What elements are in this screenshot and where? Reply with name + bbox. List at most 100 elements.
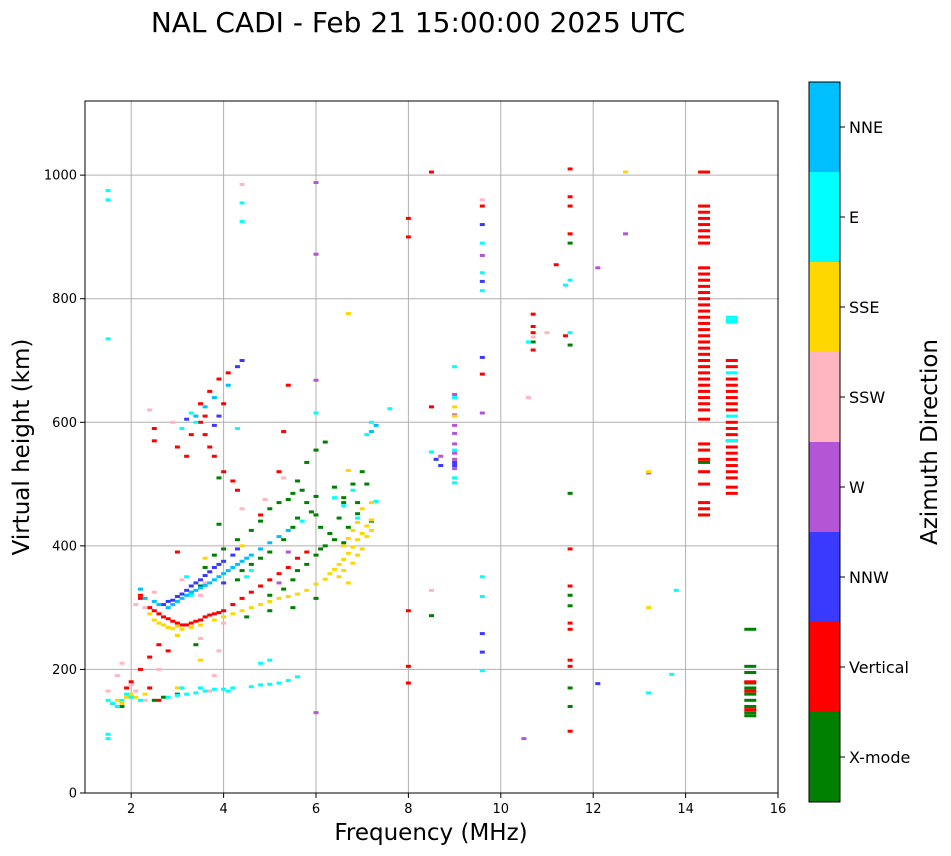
data-point	[359, 532, 365, 535]
data-point	[725, 457, 738, 461]
data-point	[239, 544, 245, 548]
data-point	[350, 545, 356, 549]
data-point	[698, 321, 711, 325]
data-point	[239, 359, 245, 362]
data-point	[198, 402, 203, 406]
data-point	[341, 501, 347, 505]
data-point	[698, 210, 711, 214]
data-point	[225, 689, 231, 693]
data-point	[698, 235, 711, 239]
data-point	[133, 689, 139, 693]
data-point	[188, 433, 194, 437]
data-point	[193, 588, 199, 592]
data-point	[239, 219, 245, 223]
data-point	[336, 516, 342, 520]
data-point	[673, 588, 679, 592]
data-point	[151, 439, 157, 443]
data-point	[184, 417, 190, 421]
data-point	[267, 658, 273, 662]
data-point	[174, 693, 180, 697]
data-point	[202, 581, 208, 585]
data-point	[267, 599, 273, 603]
data-point	[530, 340, 536, 344]
data-point	[258, 661, 264, 665]
data-point	[567, 343, 573, 347]
data-point	[429, 614, 434, 618]
data-point	[698, 442, 711, 446]
x-tick-label: 2	[127, 802, 135, 817]
data-point	[744, 671, 757, 675]
colorbar-tick-label: X-mode	[849, 748, 910, 767]
data-point	[114, 674, 120, 678]
data-point	[207, 570, 213, 574]
data-point	[285, 383, 291, 387]
data-point	[567, 491, 573, 495]
data-point	[105, 732, 111, 736]
data-point	[725, 439, 738, 443]
data-point	[698, 470, 711, 474]
data-point	[698, 170, 711, 174]
x-tick-label: 14	[677, 802, 694, 817]
data-point	[147, 686, 153, 690]
data-point	[698, 507, 711, 511]
data-point	[744, 680, 757, 684]
data-point	[267, 507, 273, 511]
data-point	[276, 596, 282, 600]
data-point	[530, 348, 536, 352]
data-point	[623, 170, 629, 174]
data-point	[285, 565, 291, 569]
data-point	[156, 667, 162, 671]
data-point	[313, 711, 319, 715]
data-point	[188, 411, 194, 415]
data-point	[211, 618, 217, 622]
data-point	[725, 396, 738, 400]
data-point	[133, 695, 139, 699]
data-point	[725, 408, 738, 412]
data-point	[267, 550, 273, 554]
data-point	[276, 572, 282, 576]
data-point	[267, 541, 273, 545]
data-point	[225, 383, 231, 387]
data-point	[698, 365, 711, 369]
data-point	[216, 611, 222, 615]
data-point	[725, 445, 738, 449]
x-axis: 2 4 6 8 10 12 14 16	[127, 793, 786, 817]
data-point	[258, 556, 264, 560]
data-point	[698, 266, 711, 270]
colorbar-label: Azimuth Direction	[917, 339, 943, 545]
data-point	[698, 371, 711, 375]
data-point	[211, 612, 217, 616]
colorbar-tick-label: NNE	[849, 118, 883, 137]
data-point	[452, 414, 458, 418]
data-point	[151, 609, 157, 613]
data-point	[258, 584, 264, 588]
data-point	[567, 658, 573, 662]
data-point	[313, 448, 319, 452]
data-point	[211, 687, 217, 691]
data-point	[364, 524, 370, 528]
data-point	[744, 689, 757, 693]
data-point	[452, 392, 458, 396]
data-point	[304, 588, 310, 592]
data-point	[137, 596, 143, 600]
data-point	[184, 575, 190, 579]
data-point	[313, 411, 319, 415]
data-point	[211, 396, 217, 400]
data-point	[698, 284, 711, 288]
data-point	[239, 182, 245, 186]
data-point	[521, 737, 527, 741]
data-point	[221, 687, 227, 691]
data-point	[567, 204, 573, 208]
x-tick-label: 4	[219, 802, 227, 817]
data-point	[156, 612, 162, 616]
data-point	[725, 414, 738, 418]
data-point	[211, 553, 217, 557]
data-point	[345, 581, 351, 585]
data-point	[295, 675, 301, 679]
data-point	[230, 686, 236, 690]
data-point	[248, 562, 254, 566]
data-point	[405, 664, 411, 668]
data-point	[341, 541, 347, 545]
data-point	[669, 672, 675, 676]
data-point	[698, 457, 711, 461]
